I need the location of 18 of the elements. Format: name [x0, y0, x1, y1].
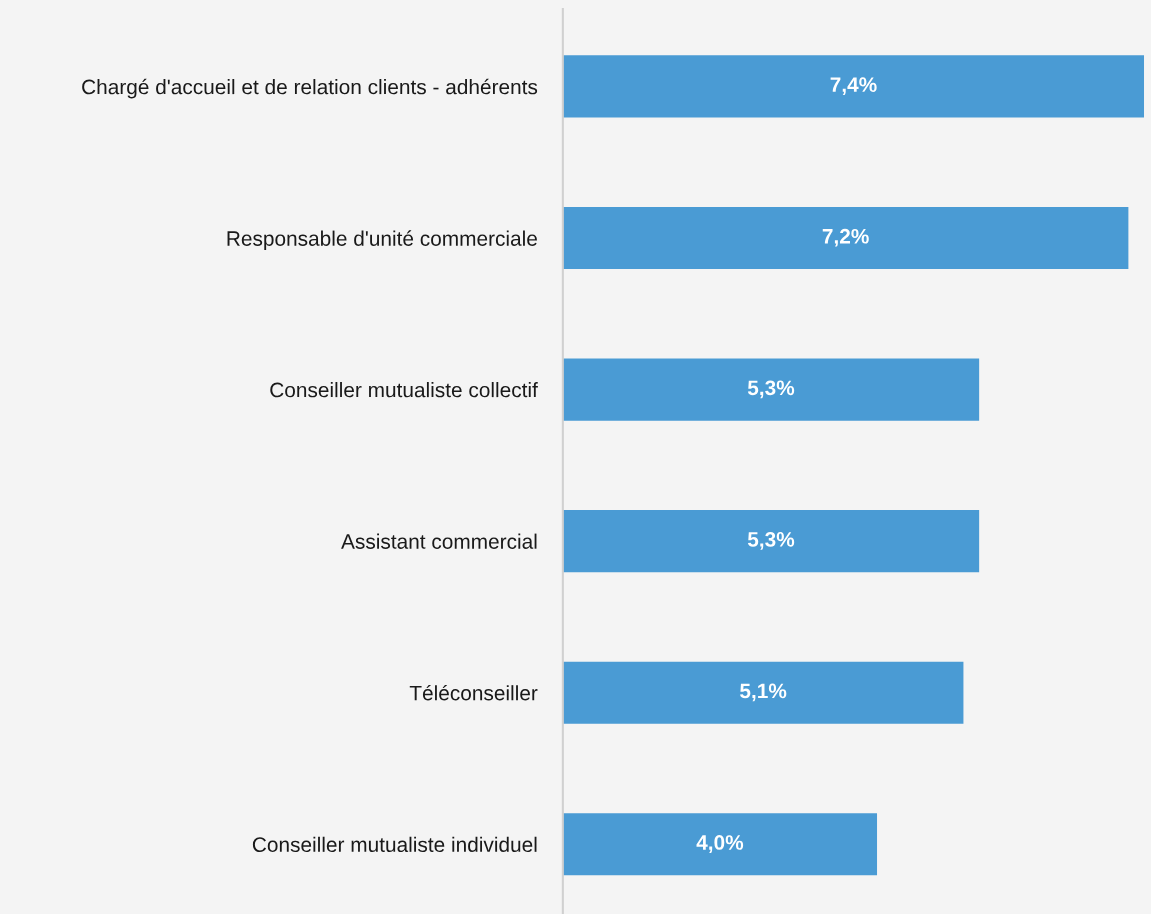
- y-tick-label: Chargé d'accueil et de relation clients - adhérents: [82, 78, 538, 99]
- bar: [562, 813, 878, 876]
- bar: [562, 206, 1129, 270]
- y-tick-label: Responsable d'unité commerciale: [227, 230, 537, 250]
- y-tick-label: Conseiller mutualiste individuel: [252, 836, 537, 853]
- bar: [562, 358, 980, 421]
- bar: [562, 55, 1145, 118]
- data-label: 7,2%: [822, 228, 869, 247]
- bar: [562, 661, 964, 724]
- y-tick-label: Téléconseiller: [409, 684, 538, 701]
- y-tick-label: Assistant commercial: [341, 533, 537, 549]
- data-label: 5,3%: [747, 380, 795, 399]
- bar: [562, 510, 980, 573]
- data-label: 5,3%: [747, 531, 795, 550]
- y-tick-label: Conseiller mutualiste collectif: [270, 382, 538, 398]
- data-label: 7,4%: [830, 77, 877, 96]
- data-label: 4,0%: [696, 835, 744, 853]
- data-label: 5,1%: [740, 683, 787, 702]
